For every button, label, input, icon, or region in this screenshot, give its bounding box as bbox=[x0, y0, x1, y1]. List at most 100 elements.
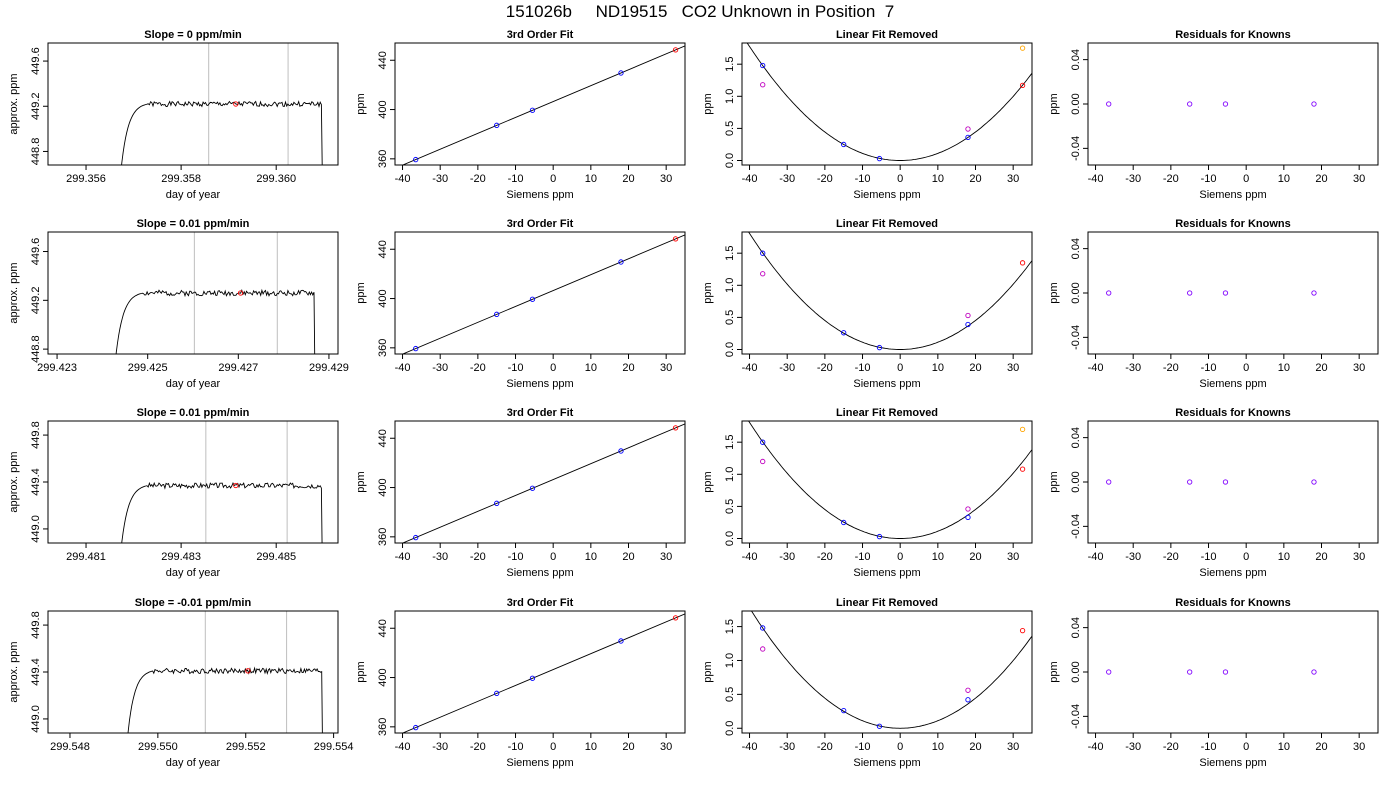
x-tick-label: -10 bbox=[1201, 741, 1217, 753]
plot-frame bbox=[47, 610, 339, 734]
y-tick-label: 440 bbox=[377, 429, 389, 447]
known-point bbox=[618, 448, 624, 454]
y-tick-label: 448.8 bbox=[30, 138, 42, 166]
alt-point bbox=[965, 126, 971, 132]
y-tick-label: 440 bbox=[377, 240, 389, 258]
known-point bbox=[413, 534, 419, 541]
x-tick-label: -10 bbox=[508, 741, 524, 753]
x-tick-label: 20 bbox=[969, 741, 981, 753]
x-tick-label: 30 bbox=[1007, 551, 1019, 563]
plot-area bbox=[401, 45, 685, 165]
x-tick-label: -20 bbox=[1163, 173, 1179, 185]
x-tick-label: 0 bbox=[897, 741, 903, 753]
x-tick-label: 299.425 bbox=[128, 362, 168, 374]
x-tick-label: -30 bbox=[779, 741, 795, 753]
x-tick-label: -20 bbox=[1163, 551, 1179, 563]
x-tick-label: 30 bbox=[660, 551, 672, 563]
x-tick-label: 299.483 bbox=[161, 551, 201, 563]
x-tick-label: 10 bbox=[932, 362, 944, 374]
known-point bbox=[413, 724, 419, 731]
x-tick-label: 0 bbox=[897, 362, 903, 374]
y-tick-label: 360 bbox=[377, 339, 389, 357]
y-tick-label: -0.04 bbox=[1070, 136, 1082, 161]
x-tick-label: 10 bbox=[1278, 741, 1290, 753]
fit-line bbox=[401, 45, 685, 165]
x-tick-label: 10 bbox=[932, 551, 944, 563]
fit-line bbox=[401, 613, 685, 733]
plot-frame bbox=[47, 231, 339, 355]
plot-frame bbox=[47, 420, 339, 544]
unknown-point bbox=[672, 47, 679, 53]
x-tick-label: -30 bbox=[1125, 551, 1141, 563]
y-axis-label: ppm bbox=[1048, 93, 1060, 114]
y-axis-label: ppm bbox=[702, 471, 714, 492]
y-tick-label: 1.0 bbox=[724, 467, 736, 482]
alt-point bbox=[760, 458, 766, 465]
y-tick-label: 0.5 bbox=[724, 121, 736, 136]
quadratic-curve bbox=[748, 421, 1032, 539]
x-tick-label: 299.485 bbox=[256, 551, 296, 563]
residual-point bbox=[1311, 669, 1317, 675]
residual-point bbox=[1222, 101, 1229, 107]
y-tick-label: 0.0 bbox=[724, 342, 736, 357]
y-axis-label: ppm bbox=[355, 661, 367, 682]
y-tick-label: 440 bbox=[377, 51, 389, 69]
y-tick-label: 400 bbox=[377, 668, 389, 686]
y-tick-label: 449.0 bbox=[30, 705, 42, 733]
x-axis-label: Siemens ppm bbox=[853, 757, 920, 769]
plot-area bbox=[1106, 101, 1317, 107]
residual-point bbox=[1187, 669, 1193, 675]
x-tick-label: -10 bbox=[855, 173, 871, 185]
x-tick-label: -30 bbox=[432, 173, 448, 185]
y-tick-label: 400 bbox=[377, 100, 389, 118]
panel-residuals-row-4: Residuals for Knowns -40 -30 -20 -10 0 10 20 30 -… bbox=[1048, 597, 1379, 769]
unknown-point bbox=[672, 236, 679, 242]
y-tick-label: 400 bbox=[377, 478, 389, 496]
y-tick-label: 449.4 bbox=[30, 658, 42, 686]
y-axis-label: ppm bbox=[355, 282, 367, 303]
x-tick-label: -20 bbox=[470, 741, 486, 753]
y-tick-label: 0.00 bbox=[1070, 661, 1082, 682]
x-tick-label: 30 bbox=[1007, 362, 1019, 374]
alt-point bbox=[965, 312, 971, 319]
panel-linear-fit-removed-row-2: Linear Fit Removed -40 -30 -20 -10 0 10 20 30 0.0… bbox=[702, 218, 1033, 390]
y-tick-label: 0.00 bbox=[1070, 93, 1082, 114]
x-tick-label: -40 bbox=[395, 173, 411, 185]
x-tick-label: -10 bbox=[1201, 362, 1217, 374]
y-tick-label: 449.0 bbox=[30, 515, 42, 543]
alt-point bbox=[965, 506, 971, 512]
x-tick-label: -10 bbox=[855, 362, 871, 374]
ppm-trace-line bbox=[127, 666, 323, 733]
y-tick-label: 0.5 bbox=[724, 687, 736, 702]
x-tick-label: 20 bbox=[969, 362, 981, 374]
x-tick-label: -20 bbox=[470, 173, 486, 185]
y-tick-label: -0.04 bbox=[1070, 704, 1082, 729]
plot-frame bbox=[741, 420, 1033, 544]
y-axis-label: ppm bbox=[355, 471, 367, 492]
x-axis-label: Siemens ppm bbox=[506, 189, 573, 201]
plot-frame bbox=[47, 42, 339, 166]
known-point bbox=[618, 259, 624, 265]
panel-title: 3rd Order Fit bbox=[507, 29, 574, 41]
x-tick-label: 299.550 bbox=[138, 741, 178, 753]
panel-linear-fit-removed-row-4: Linear Fit Removed -40 -30 -20 -10 0 10 20 30 0.0… bbox=[702, 597, 1033, 769]
known-point bbox=[876, 155, 883, 162]
panel-residuals-row-2: Residuals for Knowns -40 -30 -20 -10 0 10 20 30 -… bbox=[1048, 218, 1379, 390]
y-tick-label: 0.04 bbox=[1070, 427, 1082, 448]
y-tick-label: 1.5 bbox=[724, 57, 736, 72]
x-tick-label: 0 bbox=[897, 173, 903, 185]
residual-point bbox=[1106, 669, 1112, 675]
y-tick-label: 0.0 bbox=[724, 721, 736, 736]
y-axis-label: approx. ppm bbox=[8, 641, 20, 702]
plot-frame bbox=[741, 610, 1033, 734]
x-tick-label: -40 bbox=[742, 362, 758, 374]
y-tick-label: -0.04 bbox=[1070, 325, 1082, 350]
known-point bbox=[841, 330, 847, 336]
highlight-point bbox=[1019, 426, 1026, 432]
known-point bbox=[618, 70, 624, 76]
residual-point bbox=[1311, 479, 1317, 485]
y-tick-label: 440 bbox=[377, 619, 389, 637]
panel-title: Slope = 0 ppm/min bbox=[144, 29, 242, 41]
x-tick-label: 20 bbox=[1315, 741, 1327, 753]
panel-linear-fit-removed-row-3: Linear Fit Removed -40 -30 -20 -10 0 10 20 30 0.0… bbox=[702, 407, 1033, 579]
